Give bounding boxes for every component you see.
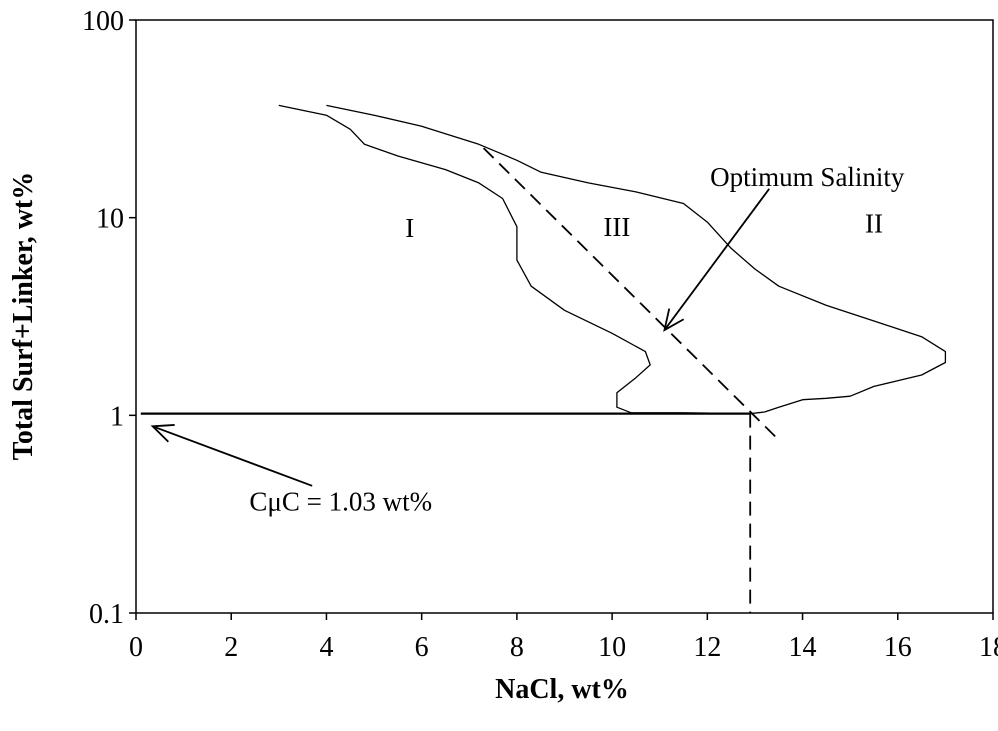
x-tick-label: 10 bbox=[598, 632, 626, 663]
axis-ticks bbox=[129, 19, 994, 620]
y-tick-label: 0.1 bbox=[89, 599, 124, 630]
x-tick-label: 4 bbox=[319, 632, 333, 663]
data-lines bbox=[140, 104, 947, 613]
optimum-salinity-line bbox=[482, 147, 780, 441]
x-tick-label: 12 bbox=[693, 632, 721, 663]
plot-area bbox=[135, 19, 994, 614]
x-tick-label: 18 bbox=[979, 632, 998, 663]
x-tick-label: 2 bbox=[224, 632, 238, 663]
y-tick-label: 10 bbox=[96, 204, 124, 235]
upper-boundary-line bbox=[326, 104, 947, 415]
x-tick-label: 0 bbox=[129, 632, 143, 663]
cmc-label: CμC = 1.03 wt% bbox=[249, 487, 432, 517]
region-i-label: I bbox=[405, 213, 414, 243]
x-tick-label: 14 bbox=[789, 632, 817, 663]
x-tick-label: 6 bbox=[415, 632, 429, 663]
region-iii-label: III bbox=[603, 212, 630, 242]
x-tick-label: 16 bbox=[884, 632, 912, 663]
tick-labels: 0 2 4 6 8 10 12 14 16 18 0.1 1 10 100 bbox=[82, 6, 998, 663]
cmc-arrow bbox=[150, 424, 313, 487]
optimum-salinity-arrow bbox=[663, 188, 770, 332]
region-ii-label: II bbox=[865, 209, 883, 239]
y-tick-label: 1 bbox=[110, 401, 124, 432]
lower-boundary-line bbox=[278, 104, 751, 415]
x-axis-title: NaCl, wt% bbox=[495, 674, 629, 705]
x-tick-label: 8 bbox=[510, 632, 524, 663]
y-axis-title: Total Surf+Linker, wt% bbox=[8, 172, 39, 461]
y-tick-label: 100 bbox=[82, 6, 124, 37]
optimum-salinity-label: Optimum Salinity bbox=[710, 162, 905, 192]
arrows bbox=[150, 188, 770, 487]
